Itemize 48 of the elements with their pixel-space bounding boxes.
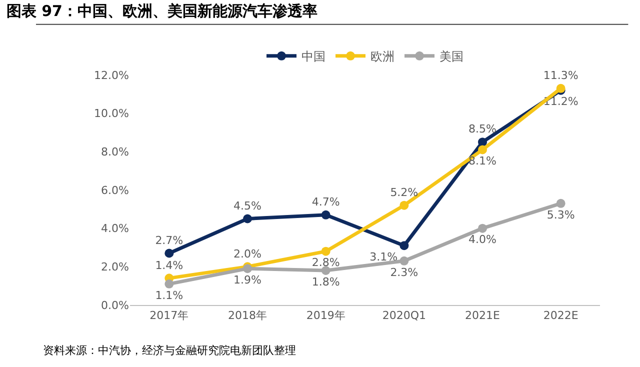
x-tick-label: 2018年 [228, 309, 267, 322]
point [478, 224, 487, 233]
x-tick-label: 2022E [543, 309, 578, 322]
point [164, 248, 174, 258]
data-label: 3.1% [370, 250, 398, 264]
point [478, 145, 487, 154]
data-label: 8.5% [468, 122, 496, 136]
data-label: 1.8% [312, 275, 340, 288]
y-tick-label: 6.0% [101, 184, 129, 197]
data-label: 1.4% [155, 258, 184, 272]
point [400, 200, 409, 210]
point [478, 138, 487, 147]
point [321, 266, 330, 275]
data-label: 2.7% [155, 234, 184, 247]
chart-title: 图表 97：中国、欧洲、美国新能源汽车渗透率 [6, 2, 318, 20]
data-label: 2.8% [312, 256, 340, 270]
data-label: 2.3% [390, 266, 418, 279]
point [243, 214, 252, 224]
data-label: 5.3% [546, 208, 575, 222]
text: 资料来源：中汽协，经济与金融研究院电新团队整理 [43, 344, 296, 357]
data-label: 1.9% [234, 273, 262, 286]
x-tick-label: 2021E [465, 309, 500, 322]
data-label: 11.3% [543, 69, 578, 82]
y-tick-label: 0.0% [101, 298, 129, 312]
data-label: 8.1% [468, 154, 496, 168]
data-label: 4.0% [468, 233, 496, 246]
x-tick-label: 2019年 [306, 309, 346, 322]
data-label: 1.1% [155, 288, 184, 302]
y-tick-label: 4.0% [101, 222, 129, 236]
y-tick-label: 2.0% [101, 260, 129, 274]
data-label: 4.7% [312, 196, 340, 209]
point [400, 241, 409, 250]
point [321, 210, 330, 220]
data-label: 2.0% [234, 247, 262, 260]
point [556, 198, 566, 208]
point [164, 279, 174, 288]
point [321, 246, 330, 256]
data-label: 4.5% [234, 199, 262, 212]
legend-label: 欧洲 [370, 50, 394, 64]
x-tick-label: 2020Q1 [382, 309, 426, 322]
y-tick-label: 12.0% [94, 68, 129, 82]
point [400, 256, 409, 266]
y-tick-label: 10.0% [94, 107, 129, 120]
legend-label: 美国 [440, 50, 464, 64]
data-label: 5.2% [390, 186, 418, 199]
x-tick-label: 2017年 [150, 309, 189, 322]
legend-label: 中国 [302, 50, 326, 64]
y-tick-label: 8.0% [101, 146, 129, 159]
